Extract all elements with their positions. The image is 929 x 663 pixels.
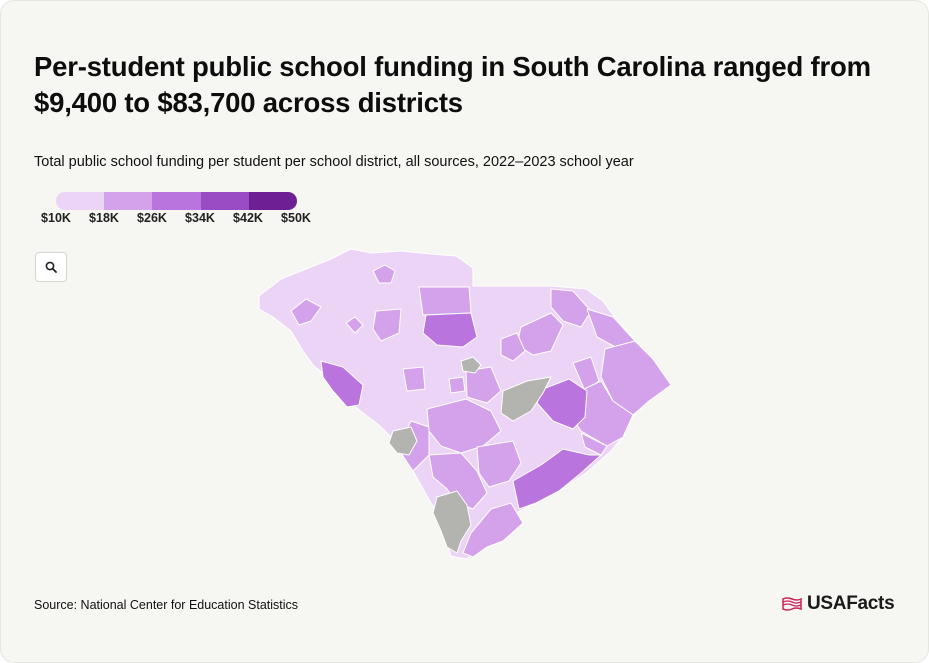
district-area xyxy=(422,312,478,348)
logo-text: USAFacts xyxy=(807,593,895,614)
district-area xyxy=(600,340,672,416)
district-area xyxy=(512,448,602,510)
district-no-data xyxy=(460,356,482,374)
district-no-data xyxy=(500,376,552,422)
district-area xyxy=(372,308,402,342)
source-note: Source: National Center for Education St… xyxy=(34,598,299,612)
district-area xyxy=(372,264,396,284)
district-area xyxy=(402,366,426,392)
legend-label-42k: $42K xyxy=(233,211,263,225)
legend-label-26k: $26K xyxy=(137,211,167,225)
district-area xyxy=(476,440,522,488)
usafacts-logo: USAFacts xyxy=(781,593,895,615)
district-area xyxy=(500,332,526,362)
district-area xyxy=(536,378,588,430)
legend-swatch-2 xyxy=(104,192,153,210)
district-area xyxy=(572,356,600,392)
district-area xyxy=(550,288,592,328)
us-flag-icon xyxy=(782,597,802,611)
chart-subtitle: Total public school funding per student … xyxy=(34,154,634,170)
district-area xyxy=(428,452,488,510)
district-area xyxy=(418,286,472,316)
district-area xyxy=(465,366,502,404)
search-icon xyxy=(45,261,57,273)
legend-label-18k: $18K xyxy=(89,211,119,225)
district-area xyxy=(320,360,364,408)
district-area xyxy=(448,376,466,394)
chart-title: Per-student public school funding in Sou… xyxy=(34,51,871,118)
legend-label-50k: $50K xyxy=(281,211,311,225)
district-area xyxy=(462,502,524,558)
south-carolina-map xyxy=(258,248,672,560)
district-area xyxy=(345,316,364,334)
legend-swatch-4 xyxy=(200,192,249,210)
legend-swatch-3 xyxy=(152,192,201,210)
district-no-data xyxy=(432,490,472,554)
district-no-data xyxy=(388,426,418,456)
search-button[interactable] xyxy=(35,252,67,282)
legend-swatch-1 xyxy=(56,192,105,210)
legend-bar xyxy=(56,192,297,210)
legend-label-10k: $10K xyxy=(41,211,71,225)
legend-swatch-5 xyxy=(248,192,297,210)
district-area xyxy=(290,298,322,326)
legend-label-34k: $34K xyxy=(185,211,215,225)
